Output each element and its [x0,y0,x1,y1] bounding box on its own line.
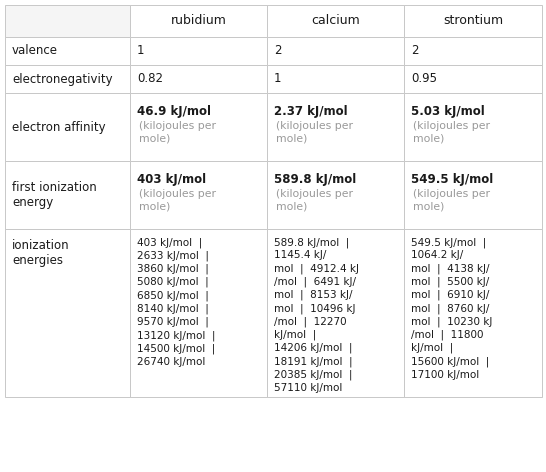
Bar [267,161,405,229]
Bar [267,229,405,397]
Bar [130,161,267,229]
Text: 46.9 kJ/mol: 46.9 kJ/mol [137,105,211,118]
Bar [405,161,542,229]
Text: (kilojoules per
mole): (kilojoules per mole) [276,189,353,211]
Text: 2: 2 [274,44,282,58]
Text: first ionization
energy: first ionization energy [12,181,97,209]
Bar [130,37,267,65]
Text: 2: 2 [411,44,419,58]
Bar [405,229,542,397]
Text: 0.82: 0.82 [137,73,163,85]
Text: 589.8 kJ/mol: 589.8 kJ/mol [274,173,357,186]
Text: 1: 1 [137,44,144,58]
Bar [130,93,267,161]
Text: 549.5 kJ/mol  |
1064.2 kJ/
mol  |  4138 kJ/
mol  |  5500 kJ/
mol  |  6910 kJ/
mo: 549.5 kJ/mol | 1064.2 kJ/ mol | 4138 kJ/… [411,237,492,379]
Text: 1: 1 [274,73,282,85]
Bar [5,37,130,65]
Bar [267,65,405,93]
Text: electron affinity: electron affinity [12,120,105,134]
Bar [5,229,130,397]
Text: rubidium: rubidium [170,15,227,27]
Text: 0.95: 0.95 [411,73,437,85]
Text: strontium: strontium [443,15,503,27]
Bar [405,37,542,65]
Text: (kilojoules per
mole): (kilojoules per mole) [139,121,216,143]
Text: calcium: calcium [311,15,360,27]
Text: valence: valence [12,44,58,58]
Text: (kilojoules per
mole): (kilojoules per mole) [139,189,216,211]
Bar [267,93,405,161]
Text: (kilojoules per
mole): (kilojoules per mole) [413,189,490,211]
Text: 549.5 kJ/mol: 549.5 kJ/mol [411,173,494,186]
Text: electronegativity: electronegativity [12,73,112,85]
Text: ionization
energies: ionization energies [12,239,70,267]
Bar [267,5,405,37]
Bar [130,5,267,37]
Text: 2.37 kJ/mol: 2.37 kJ/mol [274,105,348,118]
Text: 403 kJ/mol: 403 kJ/mol [137,173,206,186]
Bar [130,65,267,93]
Bar [5,5,130,37]
Bar [5,93,130,161]
Bar [130,229,267,397]
Text: (kilojoules per
mole): (kilojoules per mole) [276,121,353,143]
Text: 403 kJ/mol  |
2633 kJ/mol  |
3860 kJ/mol  |
5080 kJ/mol  |
6850 kJ/mol  |
8140 k: 403 kJ/mol | 2633 kJ/mol | 3860 kJ/mol |… [137,237,215,367]
Bar [267,37,405,65]
Text: 5.03 kJ/mol: 5.03 kJ/mol [411,105,485,118]
Text: 589.8 kJ/mol  |
1145.4 kJ/
mol  |  4912.4 kJ
/mol  |  6491 kJ/
mol  |  8153 kJ/
: 589.8 kJ/mol | 1145.4 kJ/ mol | 4912.4 k… [274,237,359,393]
Bar [405,5,542,37]
Bar [5,65,130,93]
Bar [405,93,542,161]
Text: (kilojoules per
mole): (kilojoules per mole) [413,121,490,143]
Bar [5,161,130,229]
Bar [405,65,542,93]
